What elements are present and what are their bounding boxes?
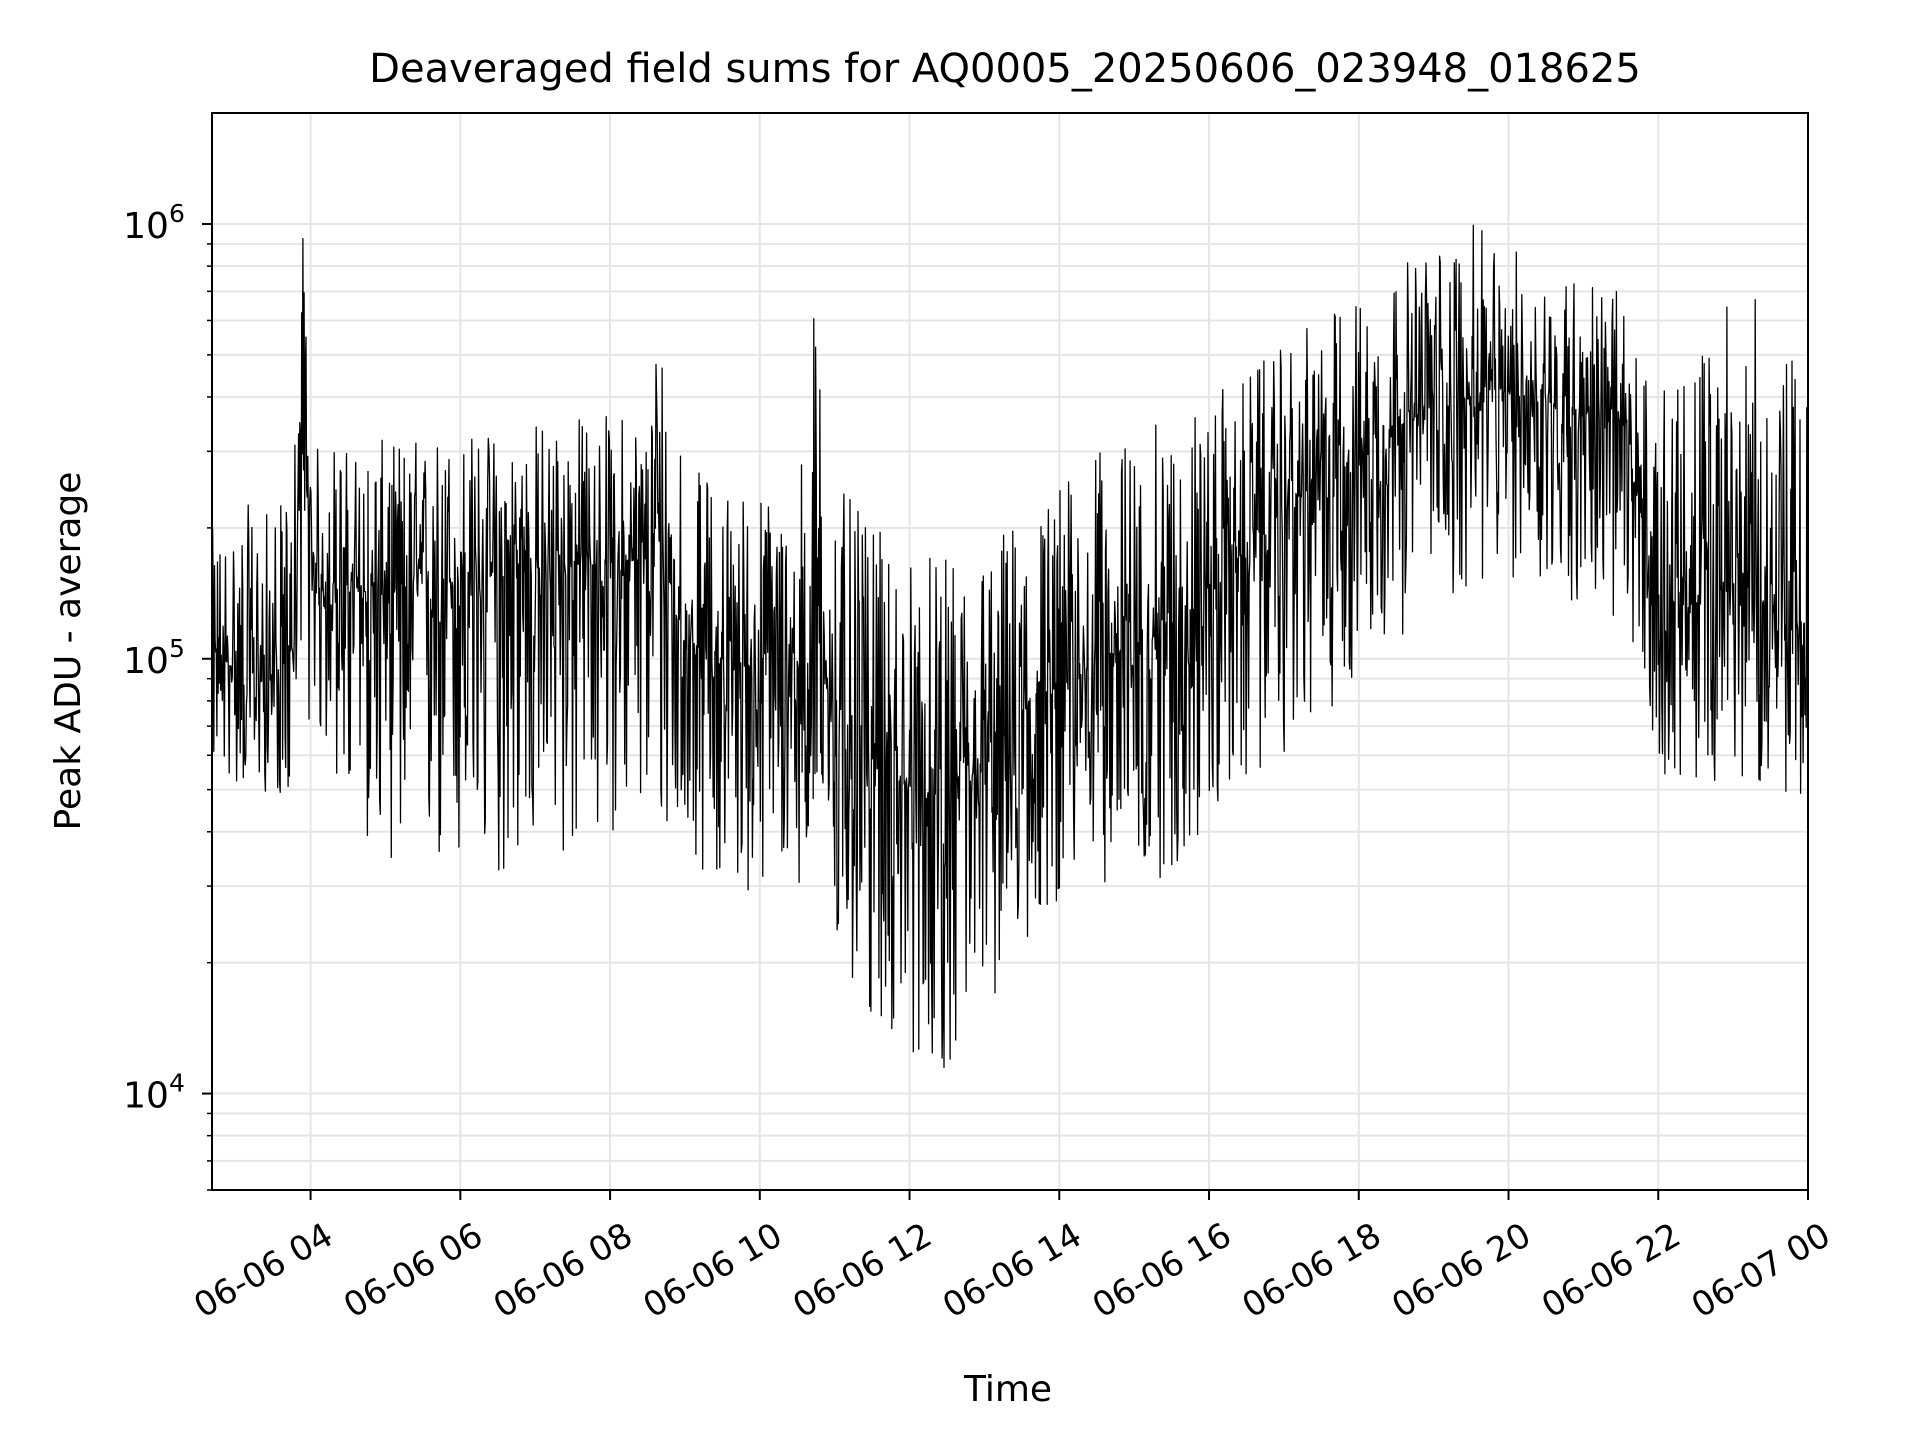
series-line <box>211 224 1809 1069</box>
y-tick-label: 105 <box>123 634 185 682</box>
x-axis-label: Time <box>963 1369 1052 1410</box>
plot-frame <box>211 112 1809 1191</box>
series-path <box>211 224 1809 1069</box>
y-tick-label: 104 <box>123 1069 185 1117</box>
y-tick-label: 106 <box>123 199 185 247</box>
y-axis-label: Peak ADU - average <box>48 472 89 831</box>
chart-title: Deaveraged field sums for AQ0005_2025060… <box>369 46 1641 92</box>
